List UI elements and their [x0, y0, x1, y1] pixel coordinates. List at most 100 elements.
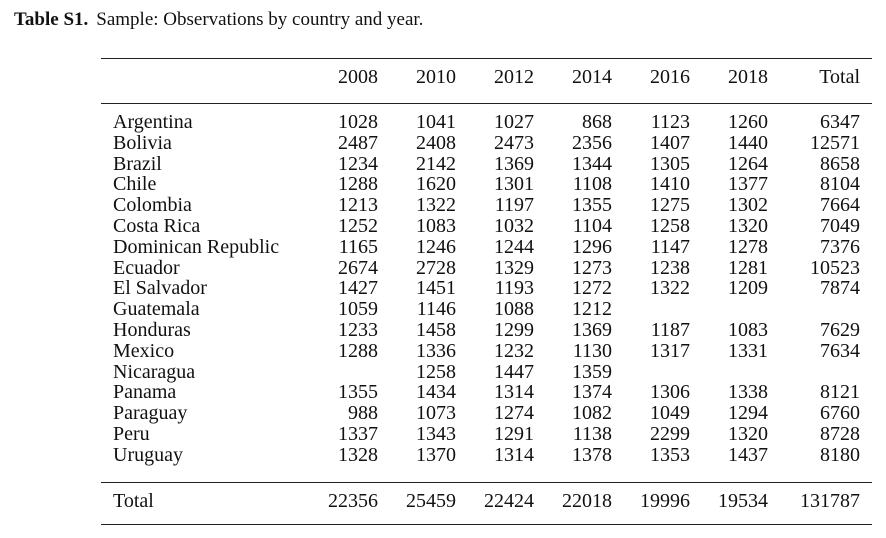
table-caption: Table S1. Sample: Observations by country…: [14, 9, 423, 31]
observation-cell: 1353: [650, 443, 690, 466]
row-total-cell: 8180: [820, 443, 860, 466]
observation-cell: 1447: [494, 360, 534, 383]
observation-cell: 1288: [338, 173, 378, 196]
observation-cell: 1082: [572, 402, 612, 425]
country-cell: Bolivia: [113, 131, 172, 154]
table-row: Peru 1337 1343 1291 1138 2299 1320 8728: [101, 424, 872, 445]
observation-cell: 1437: [728, 443, 768, 466]
observation-cell: 1410: [650, 173, 690, 196]
observation-cell: 1620: [416, 173, 456, 196]
country-cell: Dominican Republic: [113, 235, 280, 258]
observation-cell: 1123: [650, 111, 690, 133]
country-cell: Argentina: [113, 111, 193, 133]
observation-cell: 1294: [728, 402, 768, 425]
table-body: Argentina 1028 1041 1027 868 1123 1260 6347 Boli…: [101, 112, 872, 466]
observation-cell: 1212: [572, 298, 612, 321]
observation-cell: 1193: [494, 277, 534, 300]
header-row: 2008 2010 2012 2014 2016 2018 Total: [101, 64, 872, 90]
observation-cell: [612, 362, 690, 383]
observation-cell: 1233: [338, 318, 378, 341]
grand-total-cell: 131787: [800, 490, 860, 512]
observation-cell: 1329: [494, 256, 534, 279]
row-total-cell: 6347: [820, 111, 860, 133]
observation-cell: 1088: [494, 298, 534, 321]
observation-cell: 1238: [650, 256, 690, 279]
table-row: Argentina 1028 1041 1027 868 1123 1260 6347: [101, 112, 872, 133]
observation-cell: 1306: [650, 381, 690, 404]
row-total-cell: 8728: [820, 422, 860, 445]
observation-cell: 2356: [572, 131, 612, 154]
table-row: Honduras 1233 1458 1299 1369 1187 1083 7629: [101, 320, 872, 341]
observation-cell: 1252: [338, 214, 378, 237]
row-total-cell: 8658: [820, 152, 860, 175]
country-cell: Mexico: [113, 339, 175, 362]
observation-cell: 1291: [494, 422, 534, 445]
country-cell: Paraguay: [113, 402, 188, 425]
observation-cell: 1369: [572, 318, 612, 341]
observation-cell: 1355: [572, 194, 612, 217]
observation-cell: 1344: [572, 152, 612, 175]
observation-cell: 1322: [650, 277, 690, 300]
observation-cell: 1032: [494, 214, 534, 237]
observation-cell: 1165: [338, 235, 378, 258]
row-total-cell: 7376: [820, 235, 860, 258]
table-row: Mexico 1288 1336 1232 1130 1317 1331 7634: [101, 339, 872, 362]
observation-cell: 1336: [416, 339, 456, 362]
row-total-cell: [768, 362, 872, 383]
observation-cell: 1073: [416, 402, 456, 425]
country-cell: Brazil: [113, 152, 162, 175]
country-cell: Chile: [113, 173, 157, 196]
observation-cell: [690, 362, 768, 383]
observation-cell: 1378: [572, 443, 612, 466]
table-footer: Total 22356 25459 22424 22018 19996 1953…: [101, 488, 872, 514]
total-row-label: Total: [113, 490, 154, 512]
observation-cell: 988: [348, 402, 378, 425]
observation-cell: 1232: [494, 339, 534, 362]
column-header-total: Total: [819, 66, 860, 88]
observation-cell: 1314: [494, 381, 534, 404]
observation-cell: 1305: [650, 152, 690, 175]
total-row: Total 22356 25459 22424 22018 19996 1953…: [101, 488, 872, 514]
table-header: 2008 2010 2012 2014 2016 2018 Total: [101, 64, 872, 90]
observation-cell: 1028: [338, 111, 378, 133]
row-total-cell: 7049: [820, 214, 860, 237]
observation-cell: 1281: [728, 256, 768, 279]
observation-cell: 2142: [416, 152, 456, 175]
observation-cell: 1407: [650, 131, 690, 154]
country-cell: Guatemala: [113, 298, 200, 321]
table-row: Dominican Republic 1165 1246 1244 1296 1147 12…: [101, 235, 872, 258]
observation-cell: 1130: [572, 339, 612, 362]
row-total-cell: 6760: [820, 402, 860, 425]
observation-cell: 1328: [338, 443, 378, 466]
table-row: Paraguay 988 1073 1274 1082 1049 1294 6760: [101, 403, 872, 424]
country-cell: Ecuador: [113, 256, 180, 279]
observation-cell: 1138: [572, 422, 612, 445]
column-header-year: 2016: [650, 66, 690, 88]
observation-cell: 1370: [416, 443, 456, 466]
observation-cell: 1302: [728, 194, 768, 217]
observation-cell: 1260: [728, 111, 768, 133]
observation-cell: 1146: [416, 298, 456, 321]
column-header-year: 2018: [728, 66, 768, 88]
column-header-year: 2014: [572, 66, 612, 88]
observation-cell: 1320: [728, 214, 768, 237]
observation-cell: 1369: [494, 152, 534, 175]
table-row: Ecuador 2674 2728 1329 1273 1238 1281 10523: [101, 256, 872, 279]
country-cell: Uruguay: [113, 443, 183, 466]
observation-cell: 1317: [650, 339, 690, 362]
observation-cell: 1296: [572, 235, 612, 258]
table-row: Nicaragua 1258 1447 1359: [101, 360, 872, 383]
observation-cell: 1041: [416, 111, 456, 133]
observation-cell: 1337: [338, 422, 378, 445]
observation-cell: 1331: [728, 339, 768, 362]
row-total-cell: 7634: [820, 339, 860, 362]
observation-cell: 1338: [728, 381, 768, 404]
observation-cell: 1359: [572, 360, 612, 383]
observation-cell: 868: [582, 111, 612, 133]
country-cell: El Salvador: [113, 277, 207, 300]
observation-cell: 2674: [338, 256, 378, 279]
table-row: El Salvador 1427 1451 1193 1272 1322 1209 7874: [101, 278, 872, 299]
observation-cell: 1322: [416, 194, 456, 217]
row-total-cell: 10523: [810, 256, 860, 279]
total-cell: 25459: [406, 490, 456, 512]
